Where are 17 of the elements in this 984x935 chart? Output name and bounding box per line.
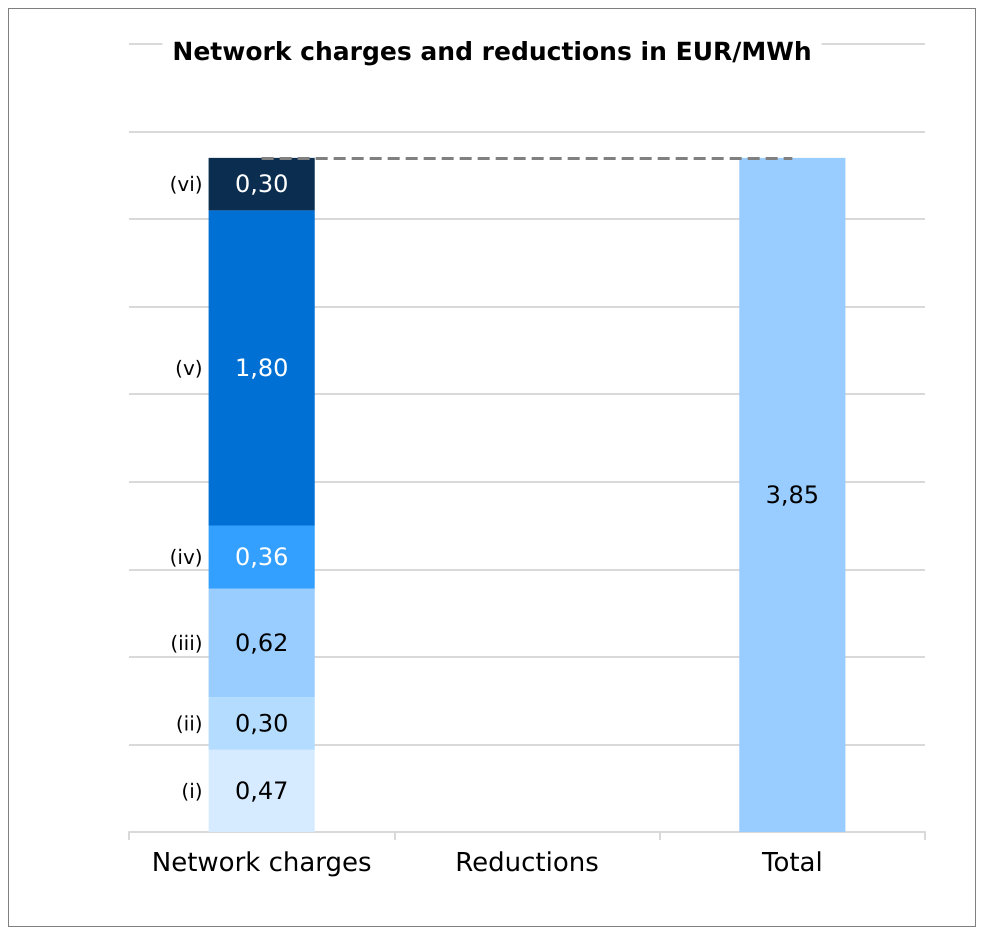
series-label: (iv) xyxy=(170,545,203,570)
series-label: (i) xyxy=(181,778,203,803)
data-label: 0,62 xyxy=(234,628,288,657)
chart-title: Network charges and reductions in EUR/MWh xyxy=(172,37,812,66)
data-label: 1,80 xyxy=(234,354,288,382)
data-label: 0,30 xyxy=(234,709,288,738)
data-label: 0,36 xyxy=(234,543,288,572)
series-label: (v) xyxy=(175,356,203,380)
series-label: (vi) xyxy=(170,172,203,196)
series-label: (ii) xyxy=(176,711,203,736)
x-tick-label: Network charges xyxy=(152,848,372,878)
data-label: 0,30 xyxy=(234,170,288,198)
series-label: (iii) xyxy=(170,630,203,655)
x-tick-label: Total xyxy=(760,848,823,878)
x-tick-label: Reductions xyxy=(455,848,599,878)
data-label: 0,47 xyxy=(234,776,288,805)
data-label: 3,85 xyxy=(766,480,820,509)
